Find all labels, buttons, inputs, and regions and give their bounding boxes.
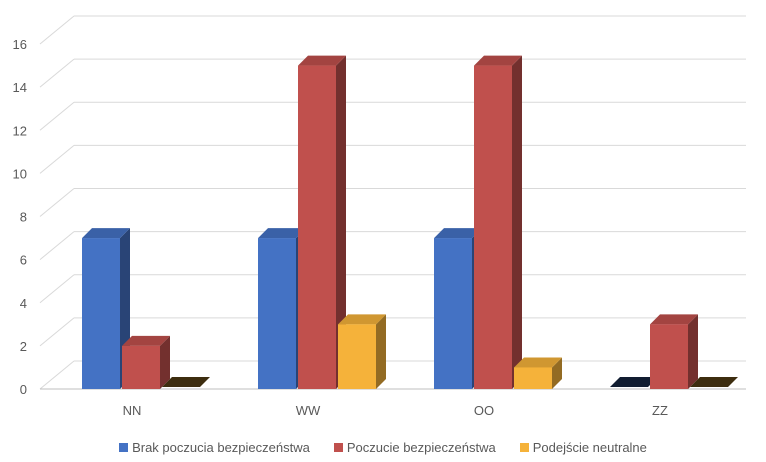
bar-oo-series-1	[434, 238, 472, 389]
gridline-diagonal	[39, 188, 75, 217]
gridlines	[39, 15, 746, 390]
bar-nn-series-1	[82, 238, 120, 389]
bar-top-nn-series-2	[122, 335, 170, 346]
legend-item-series-3: Podejście neutralne	[519, 440, 647, 455]
legend: Brak poczucia bezpieczeństwa Poczucie be…	[0, 440, 766, 455]
bar-zz-series-1	[610, 377, 658, 387]
bar-zz-series-3	[690, 377, 738, 387]
x-tick-label: NN	[123, 403, 142, 418]
bar-top-ww-series-2	[298, 55, 346, 66]
bar-side-nn-series-2	[160, 335, 170, 389]
gridline-diagonal	[39, 360, 75, 390]
bar-side-ww-series-2	[336, 55, 346, 389]
y-tick-label: 6	[20, 253, 27, 268]
y-tick-label: 0	[20, 382, 27, 397]
bar-zz-series-2	[650, 324, 688, 389]
legend-swatch-series-1	[119, 443, 129, 452]
gridline-diagonal	[39, 58, 75, 88]
gridline-diagonal	[39, 274, 75, 304]
bar-top-oo-series-1	[434, 228, 482, 239]
legend-swatch-series-2	[333, 443, 343, 452]
bar-nn-series-2	[122, 345, 160, 389]
bar-oo-series-2	[474, 65, 512, 389]
bar-side-zz-series-2	[688, 314, 698, 389]
bar-top-oo-series-3	[514, 357, 562, 368]
bar-top-zz-series-2	[650, 314, 698, 325]
y-tick-label: 4	[20, 296, 27, 311]
bar-top-ww-series-3	[338, 314, 386, 325]
axis-labels: 0 2 4 6 8 10 12 14 16 NN WW OO ZZ	[13, 37, 668, 418]
y-tick-label: 14	[13, 80, 27, 95]
legend-item-series-2: Poczucie bezpieczeństwa	[333, 440, 496, 455]
bar-top-oo-series-2	[474, 55, 522, 66]
bar-top-nn-series-1	[82, 228, 130, 239]
legend-swatch-series-3	[519, 443, 529, 452]
bar-top-ww-series-1	[258, 228, 306, 239]
legend-label-series-1: Brak poczucia bezpieczeństwa	[132, 440, 310, 455]
y-tick-label: 2	[20, 339, 27, 354]
x-tick-label: WW	[296, 403, 321, 418]
gridline-diagonal	[39, 317, 75, 347]
gridline-diagonal	[39, 15, 75, 45]
y-tick-label: 12	[13, 123, 27, 138]
gridline-diagonal	[39, 101, 75, 131]
y-tick-label: 16	[13, 37, 27, 52]
bar-side-oo-series-3	[552, 357, 562, 389]
legend-item-series-1: Brak poczucia bezpieczeństwa	[119, 440, 310, 455]
y-tick-label: 10	[13, 166, 27, 181]
x-tick-label: OO	[474, 403, 494, 418]
bar-side-ww-series-3	[376, 314, 386, 389]
bar-side-oo-series-2	[512, 55, 522, 389]
legend-label-series-3: Podejście neutralne	[532, 440, 647, 455]
bar-oo-series-3	[514, 367, 552, 389]
y-tick-label: 8	[20, 210, 27, 225]
bar-nn-series-3	[162, 377, 210, 387]
legend-label-series-2: Poczucie bezpieczeństwa	[346, 440, 496, 455]
gridline-diagonal	[39, 144, 75, 174]
gridline-diagonal	[39, 231, 75, 261]
bar-ww-series-3	[338, 324, 376, 389]
bar-ww-series-1	[258, 238, 296, 389]
bar-ww-series-2	[298, 65, 336, 389]
bars	[82, 55, 738, 389]
x-tick-label: ZZ	[652, 403, 668, 418]
